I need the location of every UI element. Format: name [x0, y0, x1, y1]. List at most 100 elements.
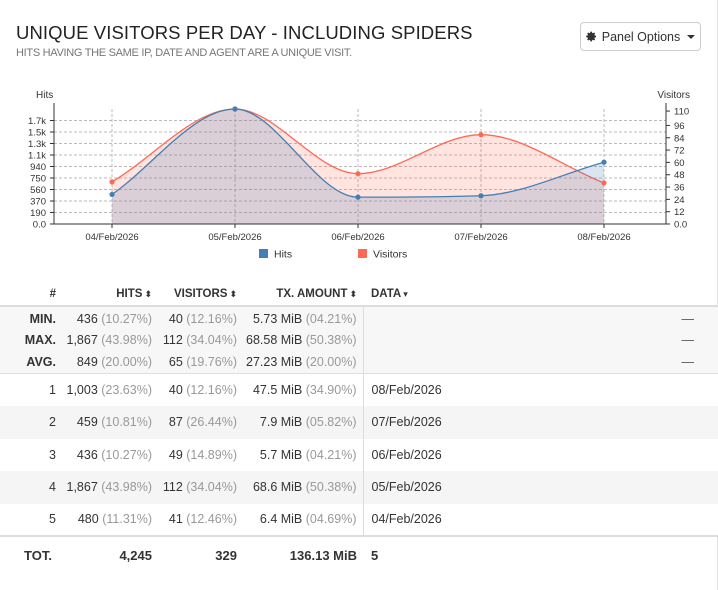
- row-hits: 436 (10.27%): [62, 438, 158, 471]
- agg-label: MIN.: [0, 306, 62, 329]
- col-header-hits[interactable]: HITS ⬍: [62, 282, 158, 307]
- x-tick-label: 05/Feb/2026: [208, 232, 261, 243]
- table-row[interactable]: 1 1,003 (23.63%) 40 (12.16%) 47.5 MiB (3…: [0, 373, 718, 406]
- series-line-hits: [111, 108, 605, 198]
- data-point-hits: [601, 159, 607, 165]
- y-left-tick-label: 190: [30, 208, 46, 219]
- row-tx: 7.9 MiB (05.82%): [243, 406, 363, 439]
- legend-label: Visitors: [373, 249, 407, 261]
- agg-label: AVG.: [0, 351, 62, 374]
- col-header-visitors[interactable]: VISITORS ⬍: [158, 282, 243, 307]
- row-date: 06/Feb/2026: [362, 438, 718, 471]
- data-point-hits: [109, 191, 115, 198]
- table-row[interactable]: 3 436 (10.27%) 49 (14.89%) 5.7 MiB (04.2…: [0, 438, 718, 471]
- series-area-hits: [112, 109, 604, 224]
- table-row[interactable]: 2 459 (10.81%) 87 (26.44%) 7.9 MiB (05.8…: [0, 406, 718, 439]
- y-left-axis-title: Hits: [36, 90, 53, 101]
- x-tick-label: 06/Feb/2026: [331, 232, 384, 243]
- row-date: 04/Feb/2026: [362, 503, 718, 536]
- row-num: 1: [0, 373, 62, 406]
- y-right-tick-label: 48: [674, 170, 685, 181]
- y-left-tick-label: 750: [30, 174, 46, 185]
- totals-label: TOT.: [0, 535, 62, 574]
- table-header-row: # HITS ⬍ VISITORS ⬍ TX. AMOUNT ⬍ DATA ▾: [0, 282, 718, 307]
- row-num: 5: [0, 503, 62, 536]
- agg-tx: 68.58 MiB (50.38%): [243, 328, 363, 351]
- data-point-hits: [478, 193, 484, 199]
- agg-data: —: [362, 306, 718, 329]
- legend-swatch: [358, 249, 367, 258]
- totals-visitors: 329: [158, 535, 243, 574]
- sort-icon: ⬍: [229, 288, 237, 299]
- col-header-data[interactable]: DATA ▾: [363, 282, 718, 307]
- y-right-tick-label: 72: [674, 146, 685, 157]
- agg-visitors: 40 (12.16%): [158, 306, 243, 329]
- agg-hits: 436 (10.27%): [62, 306, 158, 329]
- row-visitors: 41 (12.46%): [158, 503, 243, 536]
- data-point-hits: [232, 106, 238, 112]
- row-visitors: 87 (26.44%): [158, 406, 243, 439]
- row-date: 05/Feb/2026: [362, 471, 718, 504]
- x-tick-label: 04/Feb/2026: [85, 232, 138, 243]
- panel-subtitle: HITS HAVING THE SAME IP, DATE AND AGENT …: [16, 47, 352, 59]
- y-left-tick-label: 940: [30, 162, 46, 173]
- y-left-tick-label: 1.7k: [28, 116, 46, 127]
- agg-hits: 1,867 (43.98%): [62, 328, 158, 351]
- data-point-visitors: [109, 179, 115, 185]
- y-right-tick-label: 84: [674, 133, 685, 144]
- y-left-tick-label: 370: [30, 197, 46, 208]
- row-hits: 459 (10.81%): [62, 406, 158, 439]
- y-left-tick-label: 0.0: [33, 220, 46, 231]
- stats-table: # HITS ⬍ VISITORS ⬍ TX. AMOUNT ⬍ DATA ▾ MIN.…: [0, 282, 718, 574]
- aggregate-row-max: MAX. 1,867 (43.98%) 112 (34.04%) 68.58 M…: [0, 328, 718, 351]
- totals-row: TOT. 4,245 329 136.13 MiB 5: [0, 535, 718, 574]
- data-point-hits: [355, 194, 361, 200]
- row-visitors: 49 (14.89%): [158, 438, 243, 471]
- table-row[interactable]: 4 1,867 (43.98%) 112 (34.04%) 68.6 MiB (…: [0, 471, 718, 504]
- legend-item-visitors[interactable]: Visitors: [358, 249, 407, 261]
- agg-visitors: 65 (19.76%): [158, 351, 243, 374]
- row-num: 4: [0, 471, 62, 504]
- row-visitors: 40 (12.16%): [158, 373, 243, 406]
- agg-data: —: [362, 328, 718, 351]
- agg-label: MAX.: [0, 328, 62, 351]
- y-right-tick-label: 96: [674, 121, 685, 132]
- sort-desc-icon: ▾: [403, 288, 408, 299]
- panel-title: UNIQUE VISITORS PER DAY - INCLUDING SPID…: [16, 22, 473, 43]
- totals-hits: 4,245: [62, 535, 158, 574]
- row-hits: 480 (11.31%): [62, 503, 158, 536]
- row-tx: 6.4 MiB (04.69%): [243, 503, 363, 536]
- aggregate-row-min: MIN. 436 (10.27%) 40 (12.16%) 5.73 MiB (…: [0, 306, 718, 329]
- caret-down-icon: [687, 34, 696, 39]
- y-left-tick-label: 560: [30, 185, 46, 196]
- y-right-tick-label: 0.0: [674, 220, 687, 231]
- totals-tx: 136.13 MiB: [243, 535, 363, 574]
- y-left-tick-label: 1.3k: [28, 139, 46, 150]
- row-tx: 5.7 MiB (04.21%): [243, 438, 363, 471]
- panel-options-button[interactable]: Panel Options: [580, 22, 701, 51]
- agg-tx: 5.73 MiB (04.21%): [243, 306, 363, 329]
- totals-data: 5: [363, 535, 718, 574]
- row-visitors: 112 (34.04%): [158, 471, 243, 504]
- x-tick-label: 08/Feb/2026: [577, 232, 630, 243]
- agg-tx: 27.23 MiB (20.00%): [243, 351, 363, 374]
- row-tx: 68.6 MiB (50.38%): [243, 471, 363, 504]
- y-right-tick-label: 36: [674, 183, 685, 194]
- row-num: 3: [0, 438, 62, 471]
- row-hits: 1,867 (43.98%): [62, 471, 158, 504]
- col-header-num: #: [0, 282, 62, 307]
- row-hits: 1,003 (23.63%): [62, 373, 158, 406]
- col-header-tx-amount[interactable]: TX. AMOUNT ⬍: [243, 282, 363, 307]
- aggregate-row-avg: AVG. 849 (20.00%) 65 (19.76%) 27.23 MiB …: [0, 351, 718, 374]
- visitors-chart: 0.01903705607509401.1k1.3k1.5k1.7k0.0122…: [28, 90, 690, 261]
- panel-options-label: Panel Options: [601, 29, 681, 44]
- data-point-visitors: [601, 180, 607, 186]
- legend-item-hits[interactable]: Hits: [259, 249, 292, 261]
- row-date: 07/Feb/2026: [362, 406, 718, 439]
- y-right-tick-label: 24: [674, 195, 685, 206]
- data-point-visitors: [478, 132, 484, 138]
- y-right-tick-label: 12: [674, 207, 685, 218]
- gear-icon: [586, 31, 596, 42]
- table-row[interactable]: 5 480 (11.31%) 41 (12.46%) 6.4 MiB (04.6…: [0, 503, 718, 536]
